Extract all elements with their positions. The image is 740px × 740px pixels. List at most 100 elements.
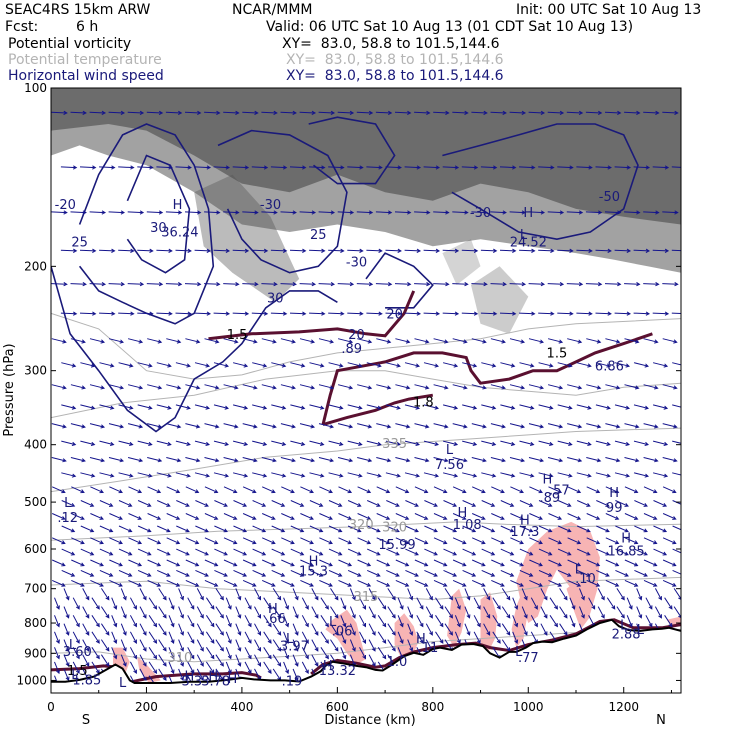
wind-vector-598 — [386, 569, 400, 577]
wind-vector-417 — [289, 311, 307, 316]
wind-vector-870 — [557, 548, 572, 556]
wind-vector-499 — [328, 548, 343, 556]
wind-vector-586 — [385, 404, 401, 410]
wind-vector-180 — [147, 423, 163, 429]
wind-vector-305 — [205, 647, 215, 660]
wind-vector-779 — [491, 537, 505, 545]
wind-vector-798 — [509, 338, 526, 344]
wind-vector-257 — [195, 525, 209, 533]
wind-vector-145 — [127, 423, 144, 429]
wind-vector-352 — [242, 384, 258, 390]
terrain-fill — [51, 619, 681, 693]
contour-label-0: -20 — [55, 198, 76, 213]
wind-vector-173 — [156, 248, 173, 253]
wind-vector-999 — [643, 423, 659, 429]
wind-vector-900 — [567, 559, 582, 567]
wind-vector-749 — [481, 525, 496, 533]
wind-vector-862 — [557, 440, 573, 446]
wind-vector-58 — [82, 588, 90, 601]
wind-vector-923 — [596, 500, 610, 507]
wind-vector-90 — [99, 569, 114, 577]
fcst-value: 6 h — [76, 19, 99, 35]
terrain — [51, 618, 681, 693]
wind-vector-747 — [481, 500, 496, 507]
wind-vector-689 — [443, 525, 458, 533]
wind-vector-847 — [540, 606, 548, 619]
wind-vector-724 — [452, 579, 467, 587]
wind-vector-338 — [225, 631, 232, 644]
wind-vector-955 — [605, 559, 620, 567]
wind-vector-457 — [309, 440, 325, 446]
wind-vector-729 — [464, 623, 471, 636]
wind-vector-49 — [71, 486, 85, 494]
wind-vector-672 — [433, 110, 450, 116]
wind-vector-615 — [404, 311, 422, 316]
wind-vector-1020 — [671, 249, 681, 252]
wind-vector-593 — [376, 513, 391, 520]
upper-shade-4 — [442, 239, 481, 285]
wind-vector-725 — [464, 588, 471, 601]
wind-vector-92 — [100, 588, 110, 601]
wind-vector-7 — [61, 362, 77, 368]
wind-vector-357 — [252, 472, 268, 478]
wind-vector-245 — [194, 311, 212, 316]
wind-vector-470 — [301, 597, 309, 610]
wind-vector-362 — [242, 537, 257, 545]
wind-vector-919 — [595, 440, 611, 446]
contour-label-31: 1.08 — [453, 518, 482, 533]
wind-vector-1004 — [653, 500, 668, 507]
wind-vector-354 — [242, 423, 258, 429]
wind-vector-77 — [89, 384, 106, 390]
wind-vector-113 — [108, 423, 125, 429]
wind-vector-1002 — [652, 472, 669, 478]
wind-vector-619 — [404, 404, 421, 410]
wind-vector-767 — [490, 338, 506, 344]
wind-vector-574 — [368, 639, 376, 652]
wind-vector-1033 — [662, 513, 677, 520]
wind-vector-156 — [137, 569, 152, 577]
wind-vector-965 — [624, 281, 641, 287]
wind-vector-472 — [301, 615, 309, 628]
wind-vector-867 — [548, 513, 563, 520]
contour-label-63: .77 — [518, 651, 539, 666]
wind-vector-855 — [547, 281, 565, 287]
wind-vector-288 — [213, 472, 230, 478]
wind-vector-704 — [452, 210, 469, 215]
contour-label-60: 13.32 — [319, 664, 356, 679]
wind-contour-0 — [51, 266, 338, 433]
wind-vector-261 — [195, 569, 209, 577]
wind-vector-107 — [108, 281, 126, 287]
wind-vector-928 — [586, 559, 601, 567]
wind-vector-597 — [376, 559, 391, 567]
wind-vector-449 — [309, 248, 326, 253]
wind-vector-1043 — [664, 615, 673, 628]
wind-vector-248 — [185, 384, 201, 390]
upper-shade-1 — [51, 88, 681, 225]
wind-vector-1041 — [664, 597, 673, 610]
wind-vector-610 — [394, 110, 412, 116]
y-tick-label-700: 700 — [24, 582, 47, 596]
wind-vector-790 — [501, 639, 511, 652]
y-tick-label-100: 100 — [24, 81, 47, 95]
wind-vector-895 — [576, 500, 591, 507]
wind-vector-557 — [357, 457, 373, 463]
wind-vector-1035 — [662, 537, 677, 545]
wind-vector-740 — [471, 384, 487, 390]
pv-contour-2 — [322, 393, 434, 427]
wind-vector-611 — [404, 165, 422, 170]
wind-vector-631 — [405, 569, 419, 577]
wind-vector-267 — [196, 623, 204, 636]
wind-vector-163 — [129, 631, 137, 644]
wind-vector-865 — [548, 486, 563, 494]
wind-vector-47 — [70, 457, 86, 463]
wind-vector-810 — [510, 537, 524, 545]
wind-vector-780 — [500, 548, 515, 556]
wind-vector-475 — [311, 639, 319, 652]
wind-vector-998 — [652, 404, 669, 410]
wind-vector-906 — [569, 615, 576, 628]
wind-vector-809 — [519, 525, 534, 533]
wind-vector-397 — [271, 548, 286, 556]
wind-vector-623 — [404, 472, 421, 478]
wind-vector-373 — [254, 639, 261, 652]
wind-vector-443 — [292, 654, 299, 667]
